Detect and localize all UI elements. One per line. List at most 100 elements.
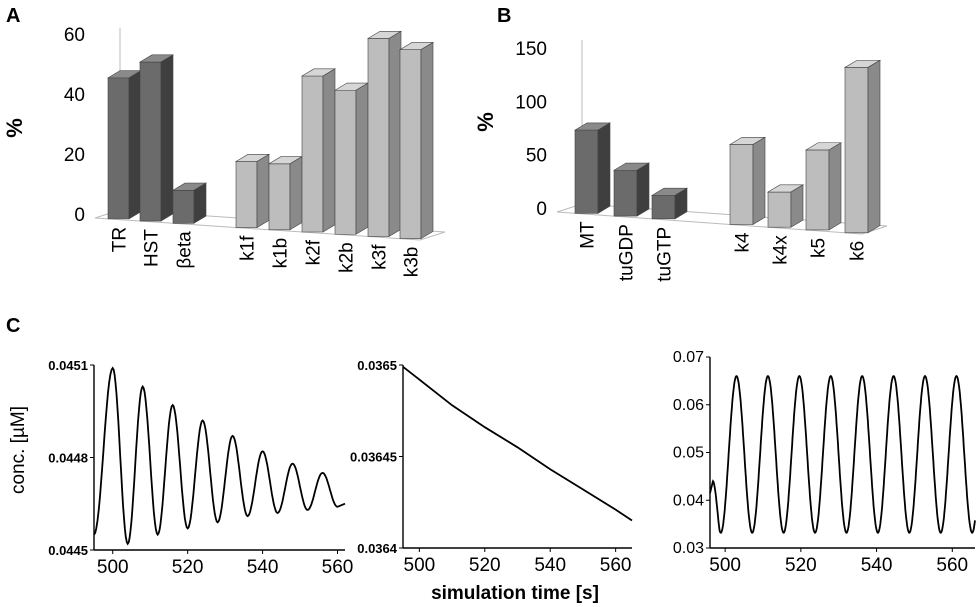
A-bar-HST	[138, 54, 175, 222]
B-bar-side	[674, 187, 688, 220]
C1-ytick-0: 0.0445	[48, 543, 88, 558]
B-ytick-2: 100	[515, 92, 547, 113]
B-bar-side	[636, 162, 650, 217]
C3-xtick-3: 560	[936, 555, 968, 576]
C3-ytick-4: 0.07	[673, 349, 704, 366]
B-bar-side	[828, 142, 842, 231]
C3-xtick-2: 540	[861, 555, 893, 576]
A-bar-side	[128, 70, 142, 220]
A-cat-7: k3f	[370, 244, 391, 270]
chart-b-yticks: 0 50 100 150	[515, 39, 547, 220]
B-bar-side	[597, 122, 611, 214]
B-cat-1: tuGDP	[617, 224, 638, 281]
B-bar-front	[844, 67, 869, 234]
C2-ytick-2: 0.0365	[357, 358, 397, 373]
A-bar-k1f	[234, 153, 271, 229]
B-cat-6: k6	[848, 241, 869, 261]
chart-c2-xlabel: simulation time [s]	[431, 583, 599, 604]
chart-c1: conc. [µM] 500 520 540 560 0.0445 0.0448 0.045…	[8, 358, 353, 578]
C1-xtick-1: 520	[172, 557, 204, 578]
C2-xtick-1: 520	[469, 555, 501, 576]
A-bar-front	[107, 77, 130, 220]
A-cat-1: HST	[142, 229, 163, 267]
A-bar-k2f	[300, 68, 337, 233]
B-cat-0: MT	[578, 221, 599, 249]
A-bar-front	[139, 61, 162, 222]
A-cat-4: k1b	[271, 238, 292, 269]
A-bar-k3b	[398, 41, 435, 240]
C3-ytick-2: 0.05	[673, 445, 704, 462]
A-bar-βeta	[171, 182, 208, 224]
B-bar-front	[613, 169, 638, 217]
chart-c2-series-line	[402, 366, 633, 522]
C1-ytick-1: 0.0448	[48, 451, 88, 466]
A-bar-side	[256, 153, 270, 229]
chart-b-ylabel: %	[473, 112, 498, 132]
chart-c1-ticks: 500 520 540 560 0.0445 0.0448 0.0451	[48, 358, 353, 578]
A-cat-2: βeta	[175, 231, 196, 269]
chart-b-categories: MT tuGDP tuGTP k4 k4x k5 k6	[578, 221, 869, 282]
A-ytick-3: 60	[64, 25, 85, 46]
chart-c3-series-line	[709, 375, 976, 534]
A-bar-side	[322, 68, 336, 233]
B-bar-side	[790, 184, 804, 228]
chart-c1-axes	[90, 364, 345, 554]
chart-b-bars	[573, 59, 882, 234]
A-cat-8: k3b	[402, 247, 423, 278]
B-bar-k6	[843, 59, 882, 234]
C3-xtick-1: 520	[785, 555, 817, 576]
A-bar-front	[399, 49, 422, 239]
C2-xtick-0: 500	[404, 555, 436, 576]
A-cat-3: k1f	[238, 235, 259, 261]
A-bar-front	[301, 75, 324, 233]
B-bar-MT	[573, 122, 612, 214]
panel-label-b: B	[497, 5, 511, 27]
B-cat-5: k5	[809, 238, 830, 258]
C1-xtick-0: 500	[97, 557, 129, 578]
A-bar-side	[160, 54, 174, 222]
B-bar-k5	[804, 142, 843, 231]
A-ytick-2: 40	[64, 85, 85, 106]
C3-ytick-0: 0.03	[673, 540, 704, 557]
chart-c2: 500 520 540 560 0.0364 0.03645 0.0365 simulati…	[350, 358, 633, 604]
C2-ytick-0: 0.0364	[357, 541, 398, 556]
A-cat-0: TR	[110, 227, 131, 252]
chart-c3: 500 520 540 560 0.03 0.04 0.05 0.06 0.07	[673, 349, 976, 576]
chart-a-bars	[106, 30, 435, 240]
panel-label-c: C	[6, 315, 20, 337]
A-bar-front	[367, 38, 390, 237]
A-bar-k2b	[333, 82, 370, 235]
B-cat-4: k4x	[771, 235, 792, 265]
B-floor	[556, 203, 888, 235]
panel-label-a: A	[6, 5, 20, 27]
chart-a-ylabel: %	[2, 118, 27, 138]
A-bar-side	[355, 82, 369, 235]
chart-a: % 0 20 40 60 TR HST βeta k1f k1b k2f k2b k3f k3b	[2, 25, 446, 278]
A-bar-side	[388, 30, 402, 238]
A-bar-front	[334, 89, 357, 235]
chart-a-yticks: 0 20 40 60	[64, 25, 85, 226]
A-bar-side	[289, 156, 303, 231]
A-bar-TR	[106, 70, 143, 220]
C3-ytick-3: 0.06	[673, 397, 704, 414]
C1-ytick-2: 0.0451	[48, 358, 88, 373]
A-bar-k3f	[366, 30, 403, 238]
B-cat-3: k4	[733, 232, 754, 253]
A-bar-front	[268, 163, 291, 231]
C2-xtick-2: 540	[534, 555, 566, 576]
chart-c2-axes	[399, 364, 632, 552]
A-bar-side	[420, 41, 434, 240]
B-bar-side	[867, 59, 881, 234]
chart-c2-ticks: 500 520 540 560 0.0364 0.03645 0.0365	[350, 358, 631, 576]
C1-xtick-2: 540	[247, 557, 279, 578]
A-bar-side	[193, 182, 207, 224]
B-bar-k4	[728, 136, 767, 226]
A-ytick-1: 20	[64, 145, 85, 166]
C3-xtick-0: 500	[709, 555, 741, 576]
C1-xtick-3: 560	[322, 557, 354, 578]
chart-c3-axes	[706, 356, 975, 552]
C2-xtick-3: 560	[600, 555, 632, 576]
A-bar-front	[172, 189, 195, 224]
A-bar-k1b	[267, 156, 304, 231]
